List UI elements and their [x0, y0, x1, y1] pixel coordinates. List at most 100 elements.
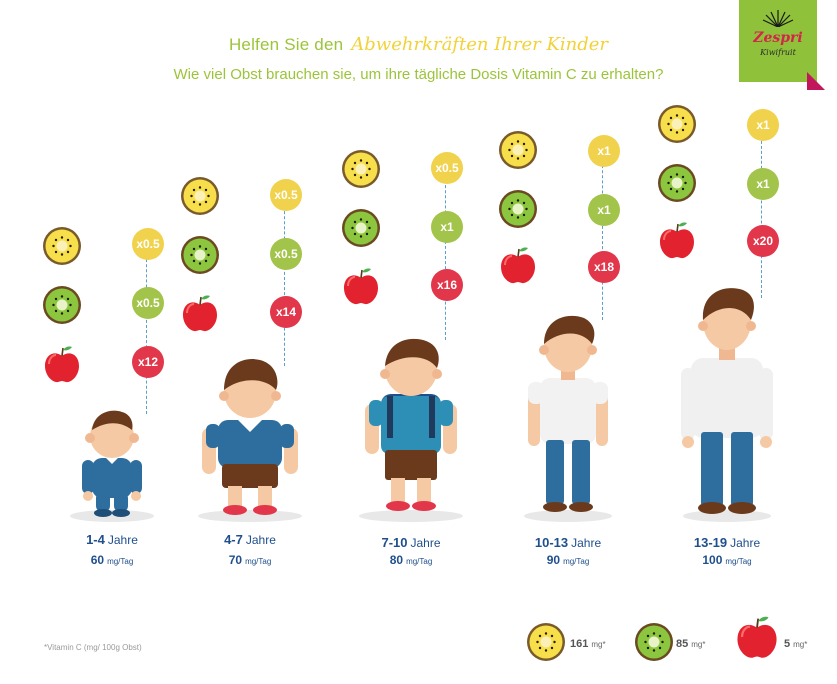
- age-label: 7-10 Jahre: [341, 534, 481, 552]
- green-kiwi-icon: [658, 164, 696, 202]
- apple-icon: [659, 221, 695, 260]
- apple-badge: x18: [588, 251, 620, 283]
- dose-unit: mg/Tag: [563, 557, 590, 566]
- age-label: 1-4 Jahre: [42, 531, 182, 549]
- age-range: 1-4: [86, 532, 105, 547]
- legend-unit: mg*: [591, 640, 606, 649]
- dose-unit: mg/Tag: [245, 557, 272, 566]
- green-kiwi-icon: [181, 236, 219, 274]
- dose-unit: mg/Tag: [406, 557, 433, 566]
- age-range: 7-10: [381, 535, 408, 550]
- age-unit: Jahre: [107, 533, 138, 547]
- gold-kiwi-icon: [658, 105, 696, 143]
- dose-value: 80: [389, 553, 404, 567]
- green-kiwi-icon: [43, 286, 81, 324]
- child-figure: [198, 359, 302, 522]
- legend-gold-kiwi: 161 mg*: [526, 620, 626, 664]
- dose-label: 100 mg/Tag: [657, 551, 797, 569]
- apple-icon: [500, 246, 536, 285]
- connector-line: [284, 196, 285, 366]
- dose-unit: mg/Tag: [107, 557, 134, 566]
- preteen-figure: [524, 315, 612, 522]
- green-kiwi-badge: x1: [588, 194, 620, 226]
- green-kiwi-badge: x0.5: [270, 238, 302, 270]
- page-subtitle: Wie viel Obst brauchen sie, um ihre tägl…: [173, 66, 664, 83]
- legend-number: 85: [676, 638, 689, 650]
- page-title: Helfen Sie den Abwehrkräften Ihrer Kinder: [0, 34, 837, 55]
- logo-fold: [807, 72, 825, 90]
- connector-line: [445, 170, 446, 340]
- zespri-logo: Zespri Kiwifruit: [739, 0, 825, 90]
- age-unit: Jahre: [730, 536, 761, 550]
- age-label: 10-13 Jahre: [498, 534, 638, 552]
- gold-kiwi-icon: [527, 623, 565, 661]
- logo-brand: Zespri: [753, 30, 803, 46]
- legend-value: 85 mg*: [676, 638, 705, 650]
- apple-badge: x12: [132, 346, 164, 378]
- dose-value: 70: [228, 553, 243, 567]
- dose-label: 80 mg/Tag: [341, 551, 481, 569]
- age-group-10-13: x1 x1 x18 10-13 Jahre 90 mg/Tag: [498, 0, 638, 684]
- dose-label: 70 mg/Tag: [180, 551, 320, 569]
- gold-kiwi-badge: x1: [747, 109, 779, 141]
- legend-unit: mg*: [691, 640, 706, 649]
- age-range: 13-19: [693, 535, 728, 550]
- apple-badge: x16: [431, 269, 463, 301]
- age-group-13-19: x1 x1 x20 13-19 Jahre 100 mg/Tag: [657, 0, 797, 684]
- connector-line: [602, 150, 603, 320]
- age-label: 4-7 Jahre: [180, 531, 320, 549]
- gold-kiwi-icon: [43, 227, 81, 265]
- gold-kiwi-icon: [499, 131, 537, 169]
- gold-kiwi-icon: [342, 150, 380, 188]
- dose-value: 60: [90, 553, 105, 567]
- green-kiwi-icon: [342, 209, 380, 247]
- age-group-1-4: x0.5 x0.5 x12 1-4 Jahre 60 mg/Tag: [42, 0, 182, 684]
- dose-value: 100: [702, 553, 723, 567]
- apple-icon: [44, 345, 80, 384]
- legend-number: 161: [570, 638, 589, 650]
- schoolchild-figure: [359, 338, 463, 522]
- apple-badge: x20: [747, 225, 779, 257]
- apple-badge: x14: [270, 296, 302, 328]
- age-range: 4-7: [224, 532, 243, 547]
- logo-sub: Kiwifruit: [760, 48, 796, 57]
- green-kiwi-icon: [499, 190, 537, 228]
- dose-value: 90: [546, 553, 561, 567]
- footnote: *Vitamin C (mg/ 100g Obst): [44, 643, 142, 652]
- gold-kiwi-badge: x1: [588, 135, 620, 167]
- legend-green-kiwi: 85 mg*: [634, 620, 724, 664]
- title-script: Abwehrkräften Ihrer Kinder: [351, 34, 609, 55]
- age-unit: Jahre: [410, 536, 441, 550]
- connector-line: [146, 244, 147, 414]
- legend-number: 5: [784, 638, 791, 650]
- toddler-figure: [70, 410, 154, 522]
- age-unit: Jahre: [245, 533, 276, 547]
- age-group-7-10: x0.5 x1 x16 7-10 Jahre 80 mg/Tag: [341, 0, 481, 684]
- green-kiwi-badge: x1: [431, 211, 463, 243]
- sunburst-icon: [762, 10, 794, 27]
- dose-label: 90 mg/Tag: [498, 551, 638, 569]
- age-label: 13-19 Jahre: [657, 534, 797, 552]
- apple-icon: [182, 294, 218, 333]
- apple-icon: [736, 615, 778, 659]
- legend-unit: mg*: [793, 640, 808, 649]
- green-kiwi-badge: x1: [747, 168, 779, 200]
- gold-kiwi-badge: x0.5: [431, 152, 463, 184]
- age-group-4-7: x0.5 x0.5 x14 4-7 Jahre 70 mg/Tag: [180, 0, 320, 684]
- green-kiwi-badge: x0.5: [132, 287, 164, 319]
- teenager-figure: [681, 288, 773, 522]
- legend-value: 5 mg*: [784, 638, 807, 650]
- gold-kiwi-badge: x0.5: [132, 228, 164, 260]
- connector-line: [761, 126, 762, 298]
- age-unit: Jahre: [571, 536, 602, 550]
- dose-unit: mg/Tag: [725, 557, 752, 566]
- dose-label: 60 mg/Tag: [42, 551, 182, 569]
- green-kiwi-icon: [635, 623, 673, 661]
- gold-kiwi-badge: x0.5: [270, 179, 302, 211]
- legend-apple: 5 mg*: [734, 615, 824, 664]
- title-plain: Helfen Sie den: [228, 35, 344, 54]
- apple-icon: [343, 267, 379, 306]
- legend-value: 161 mg*: [570, 638, 606, 650]
- age-range: 10-13: [534, 535, 569, 550]
- gold-kiwi-icon: [181, 177, 219, 215]
